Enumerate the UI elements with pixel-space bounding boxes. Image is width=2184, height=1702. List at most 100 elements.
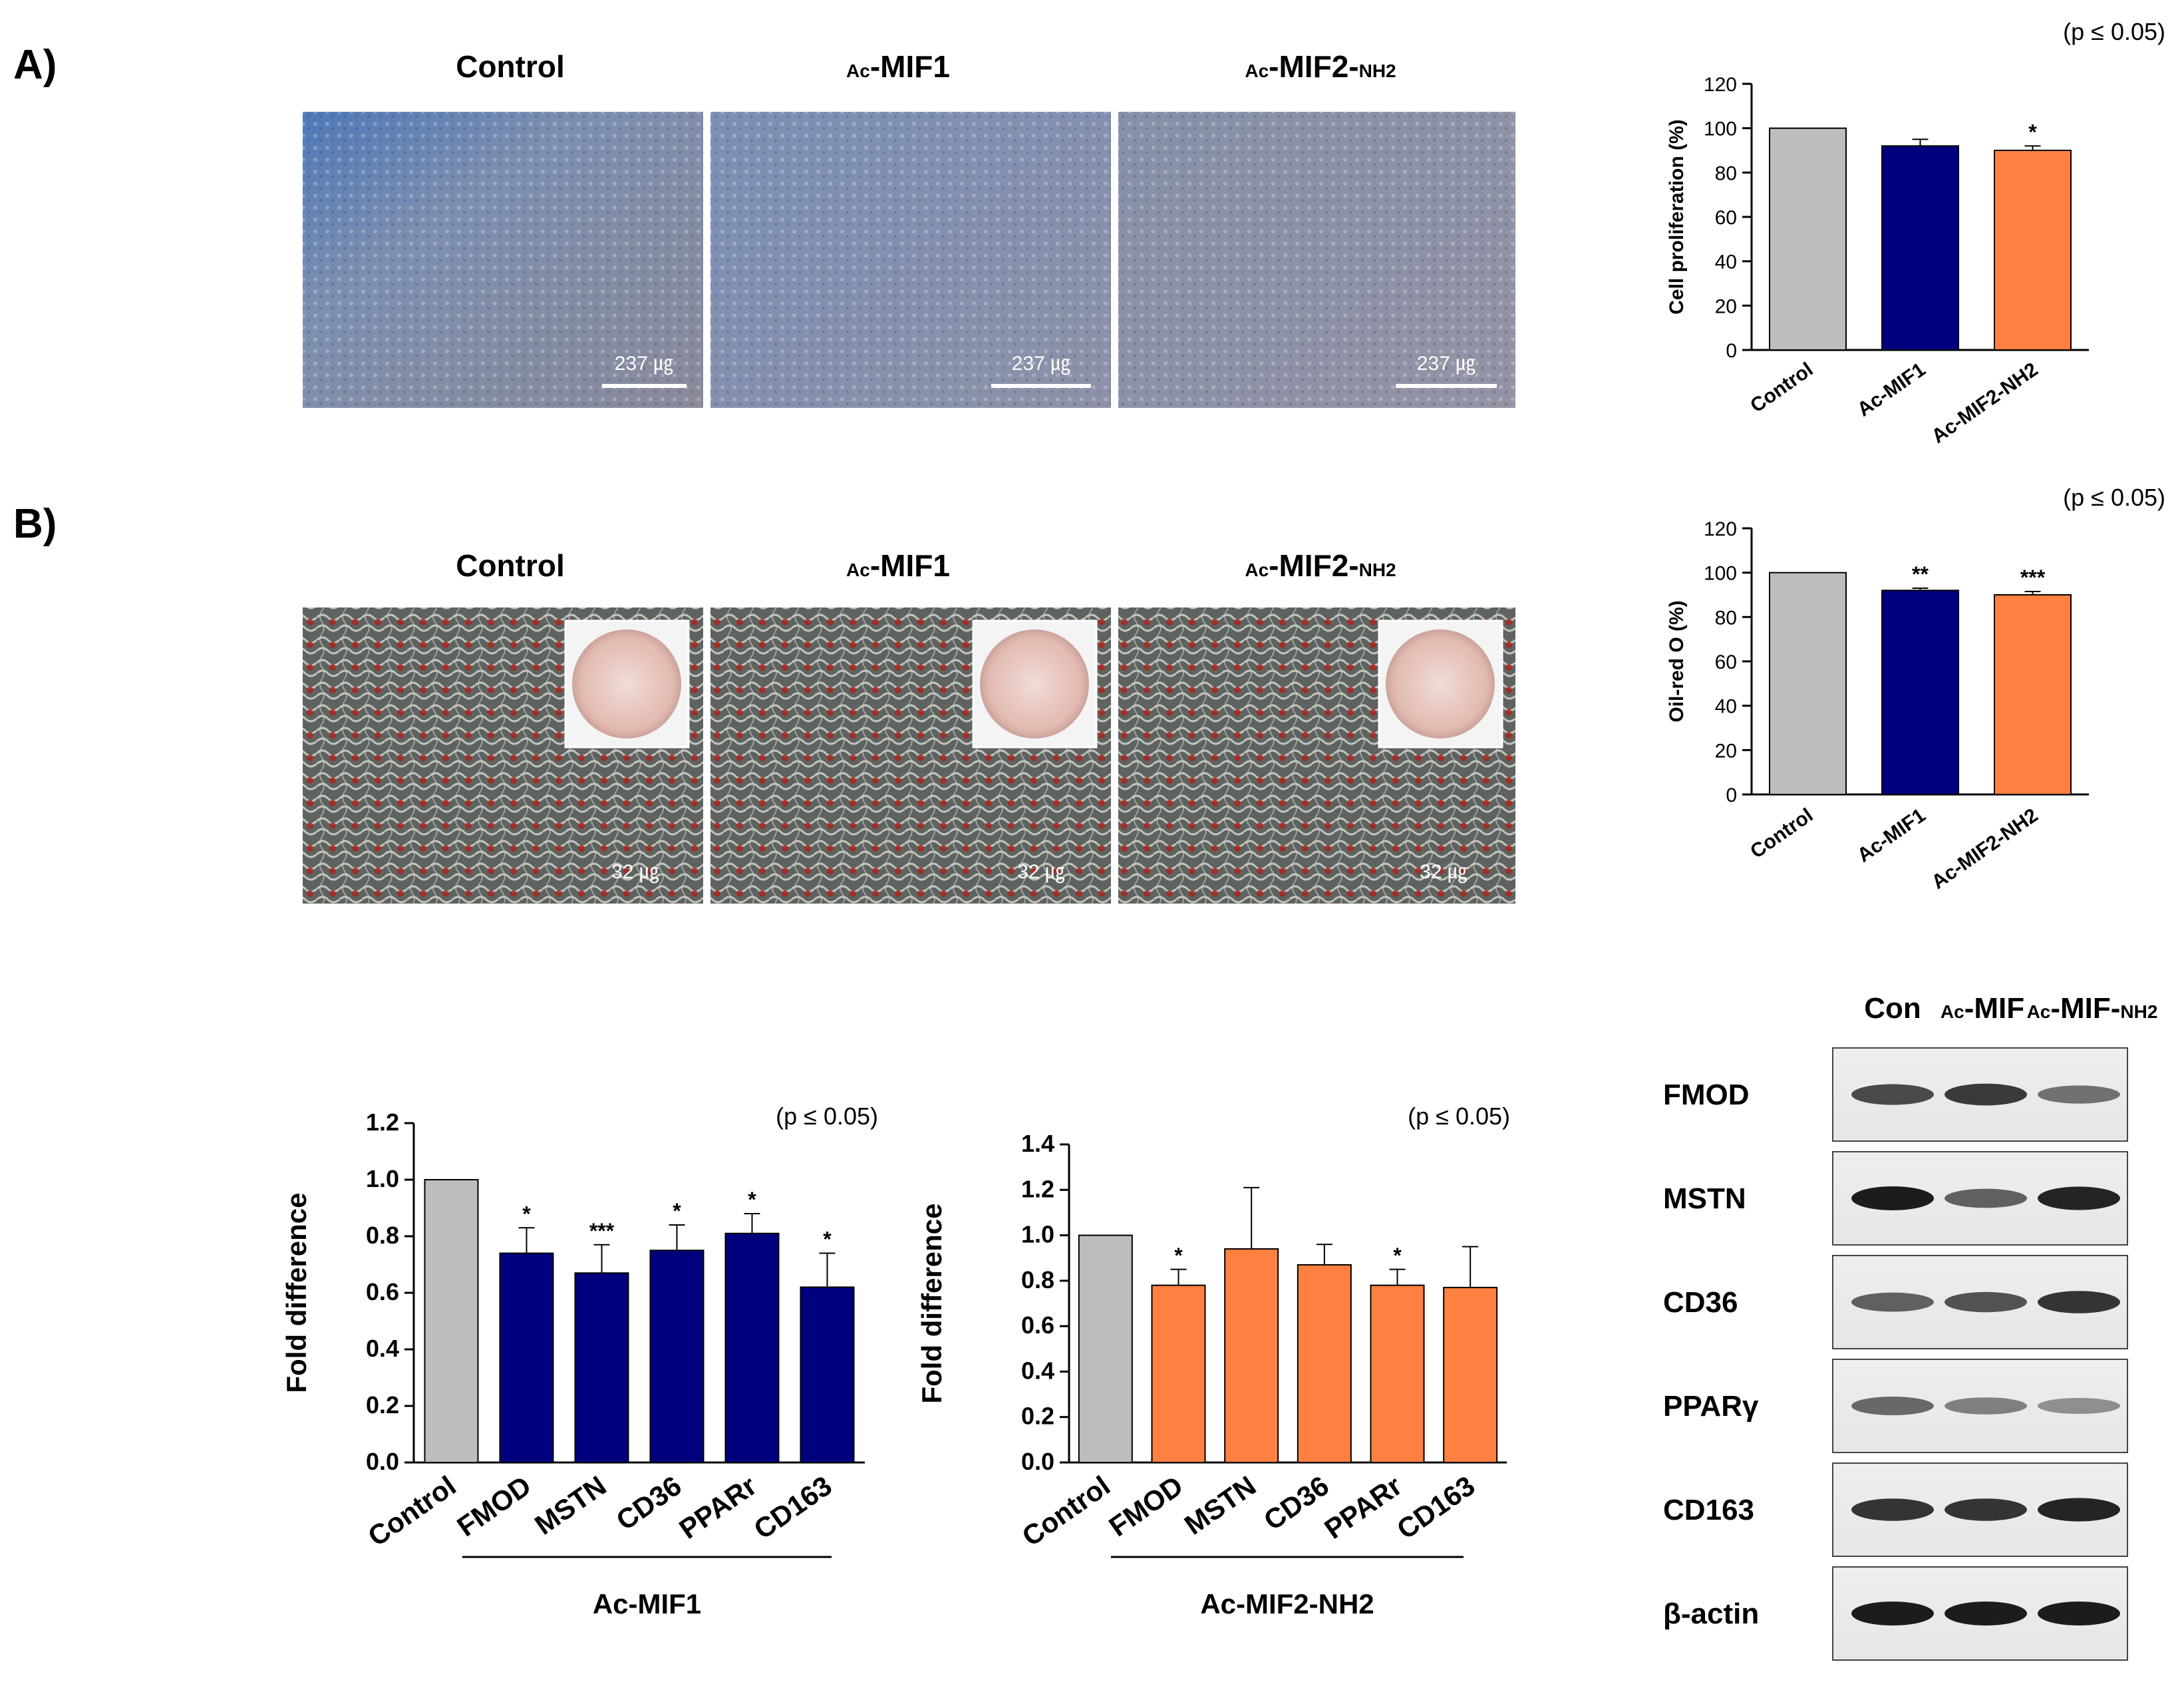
y-tick-label: 0.4	[366, 1335, 399, 1362]
well-inset-b-mif1	[980, 629, 1089, 739]
blot-band	[1851, 1186, 1934, 1210]
category-label-control: Control	[1746, 804, 1817, 863]
significance-mark: *	[1174, 1244, 1183, 1268]
bar-control	[1078, 1234, 1133, 1463]
bar-fmod	[499, 1252, 554, 1463]
y-tick-label: 0	[1726, 340, 1737, 362]
y-tick-label: 0	[1726, 784, 1737, 806]
category-label-control: Control	[362, 1470, 461, 1552]
y-tick-label: 0.2	[366, 1391, 399, 1419]
chart-fold-difference-mif1: 0.0 0.2 0.4 0.6 0.8 1.0 1.2 Fold difference (p ≤…	[281, 1103, 878, 1619]
y-tick-label: 0.0	[366, 1448, 399, 1475]
well-inset-b-mif2	[1386, 629, 1495, 739]
blot-band	[1851, 1292, 1934, 1312]
blot-band	[2038, 1398, 2120, 1414]
y-axis-label: Fold difference	[281, 1192, 312, 1393]
western-blot: Con Ac-MIF Ac-MIF-NH2 FMOD MSTN CD36 PPARγ C…	[1663, 992, 2158, 1661]
y-tick-label: 100	[1704, 118, 1737, 140]
p-value-label: (p ≤ 0.05)	[776, 1103, 878, 1130]
blot-column-ac-mif-nh2: Ac-MIF-NH2	[2027, 992, 2158, 1025]
blot-row-label-actin: β-actin	[1663, 1598, 1759, 1630]
category-label-fmod: FMOD	[451, 1470, 536, 1542]
bar-ac-mif1	[1881, 590, 1959, 795]
bar-control	[1769, 127, 1847, 351]
chart-fold-difference-mif2: 0.0 0.2 0.4 0.6 0.8 1.0 1.2 1.4 Fold difference (…	[916, 1103, 1510, 1619]
category-label-control: Control	[1746, 359, 1817, 417]
bar-cd36	[1297, 1264, 1352, 1463]
y-tick-label: 40	[1715, 252, 1737, 273]
bar-control	[1769, 572, 1847, 796]
significance-mark: ***	[2020, 566, 2046, 590]
y-tick-label: 120	[1704, 74, 1737, 96]
category-label-mstn: MSTN	[529, 1470, 611, 1541]
blot-row-label-fmod: FMOD	[1663, 1079, 1750, 1111]
blot-row-label-cd36: CD36	[1663, 1286, 1738, 1319]
y-tick-label: 100	[1704, 563, 1737, 585]
blot-band	[1945, 1083, 2027, 1106]
blot-row-label-ppar: PPARγ	[1663, 1390, 1759, 1423]
y-tick-label: 0.6	[1021, 1311, 1054, 1339]
significance-mark: ***	[589, 1219, 615, 1243]
micrograph-b-control: 32 ㎍	[303, 607, 703, 904]
p-value-label: (p ≤ 0.05)	[2063, 18, 2165, 45]
y-tick-label: 40	[1715, 696, 1737, 718]
significance-mark: *	[673, 1199, 681, 1223]
category-label-ac-mif2-nh2: Ac-MIF2-NH2	[1928, 804, 2042, 894]
panel-a-title-mif1: Ac-MIF1	[846, 49, 950, 84]
group-label: Ac-MIF1	[593, 1588, 701, 1619]
blot-band	[2038, 1602, 2120, 1625]
category-label-ac-mif2-nh2: Ac-MIF2-NH2	[1928, 359, 2042, 448]
y-tick-label: 1.2	[366, 1108, 399, 1136]
micrograph-b-mif1: 32 ㎍	[710, 607, 1111, 904]
bar-cd163	[1443, 1287, 1498, 1463]
category-label-mstn: MSTN	[1179, 1470, 1261, 1541]
y-tick-label: 1.2	[1021, 1175, 1054, 1202]
category-label-cd36: CD36	[611, 1470, 687, 1536]
category-label-cd163: CD163	[1391, 1470, 1480, 1545]
bar-mstn	[1224, 1248, 1279, 1463]
chart-cell-proliferation: 0 20 40 60 80 100 120 Cell proliferation (%) (p …	[1666, 18, 2165, 448]
category-label-control: Control	[1016, 1470, 1116, 1552]
bar-cd36	[649, 1250, 704, 1463]
blot-band	[1851, 1498, 1934, 1521]
panel-b-title-control: Control	[456, 548, 565, 583]
blot-band	[1945, 1498, 2027, 1521]
bar-ac-mif1	[1881, 145, 1959, 351]
blot-band	[1945, 1291, 2027, 1313]
y-tick-label: 20	[1715, 295, 1737, 317]
significance-mark: *	[1393, 1244, 1402, 1268]
y-tick-label: 80	[1715, 162, 1737, 184]
bar-pparr	[1370, 1284, 1425, 1463]
panel-b-title-mif2: Ac-MIF2-NH2	[1245, 548, 1396, 583]
blot-column-con: Con	[1864, 992, 1921, 1025]
blot-band	[2038, 1498, 2120, 1522]
significance-mark: *	[2028, 120, 2037, 144]
blot-band	[2038, 1085, 2120, 1104]
y-tick-label: 1.0	[1021, 1221, 1054, 1248]
scale-label-a-mif1: 237 ㎍	[1012, 353, 1070, 375]
blot-band	[2038, 1186, 2120, 1210]
bar-control	[424, 1179, 479, 1463]
p-value-label: (p ≤ 0.05)	[1408, 1103, 1510, 1130]
category-label-ac-mif1: Ac-MIF1	[1853, 359, 1930, 421]
well-inset-b-control	[572, 629, 681, 739]
category-label-pparr: PPARr	[1319, 1470, 1407, 1545]
y-tick-label: 20	[1715, 740, 1737, 762]
y-axis-label: Oil-red O (%)	[1666, 600, 1688, 722]
y-tick-label: 1.4	[1021, 1130, 1054, 1157]
y-axis-label: Fold difference	[916, 1203, 947, 1403]
bar-mstn	[574, 1272, 629, 1463]
bar-fmod	[1151, 1284, 1206, 1463]
scale-label-b-mif2: 32 ㎍	[1420, 861, 1468, 884]
panel-a-title-control: Control	[456, 49, 565, 84]
category-label-ac-mif1: Ac-MIF1	[1853, 804, 1930, 867]
significance-mark: *	[748, 1188, 756, 1212]
y-tick-label: 120	[1704, 518, 1737, 540]
bar-ac-mif2-nh2	[1994, 150, 2072, 351]
bar-cd163	[800, 1286, 855, 1463]
significance-mark: *	[522, 1202, 531, 1226]
micrograph-a-mif1: 237 ㎍	[710, 112, 1111, 408]
scale-label-a-control: 237 ㎍	[615, 353, 673, 375]
blot-band	[1945, 1188, 2027, 1208]
